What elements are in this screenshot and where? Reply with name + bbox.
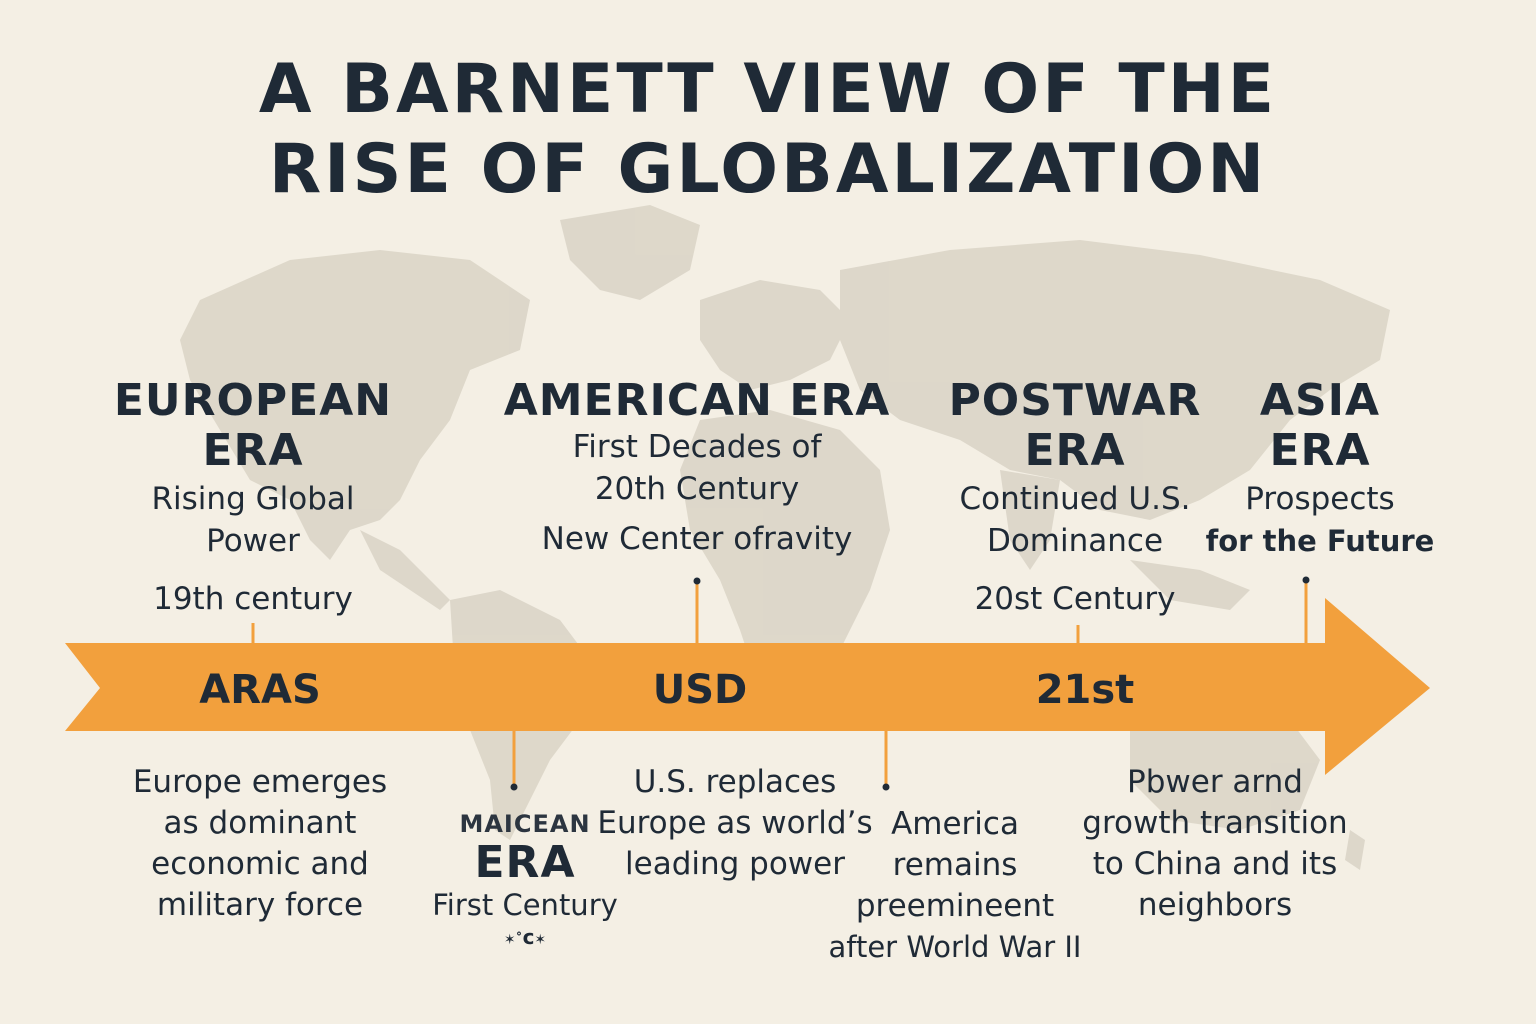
- desc-us-replaces: U.S. replaces Europe as world’s leading …: [585, 762, 885, 885]
- era-american: AMERICAN ERA First Decades of 20th Centu…: [487, 376, 907, 560]
- india-shape: [1000, 470, 1060, 570]
- era-asia-name-2: ERA: [1269, 425, 1371, 476]
- desc-europe-line-4: military force: [156, 887, 364, 923]
- desc-power-line-3: to China and its: [1092, 846, 1338, 882]
- arrow-label-3: 21st: [1035, 667, 1135, 713]
- desc-america-remains: America remains preemineent after World …: [815, 804, 1095, 968]
- desc-america-line-3: preemineent: [855, 888, 1055, 924]
- arrow-label-2: USD: [652, 667, 748, 713]
- desc-power-line-1: Pbwer arnd: [1127, 764, 1303, 800]
- era-postwar-sub-2: Dominance: [986, 523, 1164, 559]
- desc-europe-line-3: economic and: [151, 846, 369, 882]
- desc-maicean-era: MAICEAN ERA First Century ✶˚c✶: [420, 810, 630, 955]
- era-european-name-1: EUROPEAN: [113, 375, 393, 426]
- title-line-2: RISE OF GLOBALIZATION: [268, 130, 1268, 209]
- era-european-period: 19th century: [153, 581, 353, 617]
- era-european-sub-2: Power: [206, 523, 300, 559]
- europe-shape: [700, 280, 850, 390]
- era-american-name: AMERICAN ERA: [503, 375, 891, 426]
- era-american-sub-1: First Decades of: [572, 429, 822, 465]
- greenland-shape: [560, 205, 700, 300]
- connector-american-dot: [693, 577, 701, 585]
- southeast-asia-shape: [1130, 560, 1250, 610]
- era-asia: ASIA ERA Prospects for the Future: [1200, 376, 1440, 562]
- desc-america-line-2: remains: [892, 847, 1018, 883]
- era-postwar-sub-1: Continued U.S.: [959, 481, 1191, 517]
- era-postwar-name-1: POSTWAR: [948, 375, 1202, 426]
- era-european-sub-1: Rising Global: [151, 481, 355, 517]
- era-european: EUROPEAN ERA Rising Global Power 19th ce…: [93, 376, 413, 620]
- sparkle-icon: ✶˚: [503, 932, 523, 948]
- era-european-name-2: ERA: [202, 425, 304, 476]
- desc-us-line-2: Europe as world’s: [597, 805, 873, 841]
- connector-asia-dot: [1302, 576, 1310, 584]
- asia-shape: [840, 240, 1390, 520]
- timeline-arrow: [65, 598, 1430, 775]
- arrow-label-1: ARAS: [199, 667, 321, 713]
- desc-europe: Europe emerges as dominant economic and …: [110, 762, 410, 926]
- desc-us-line-1: U.S. replaces: [633, 764, 837, 800]
- sparkle-icon-2: ✶: [534, 932, 547, 948]
- era-american-sub-2: 20th Century: [594, 471, 800, 507]
- desc-europe-line-1: Europe emerges: [132, 764, 388, 800]
- desc-america-line-4: after World War II: [828, 930, 1082, 964]
- page-title: A BARNETT VIEW OF THE RISE OF GLOBALIZAT…: [0, 50, 1536, 210]
- africa-shape: [680, 410, 890, 720]
- central-america-shape: [360, 530, 450, 610]
- era-postwar-period: 20st Century: [974, 581, 1176, 617]
- era-asia-sub-1: Prospects: [1245, 481, 1395, 517]
- desc-america-line-1: America: [891, 806, 1019, 842]
- maicean-era-sub: First Century: [432, 888, 618, 922]
- title-line-1: A BARNETT VIEW OF THE: [258, 50, 1278, 129]
- new-zealand-shape: [1345, 830, 1365, 870]
- maicean-era-mark: ✶˚c✶: [420, 922, 630, 955]
- australia-shape: [1130, 710, 1320, 830]
- desc-us-line-3: leading power: [625, 846, 845, 882]
- desc-power-growth: Pbwer arnd growth transition to China an…: [1070, 762, 1360, 926]
- connector-bottom-2-dot: [882, 783, 890, 791]
- north-america-shape: [180, 250, 530, 560]
- maicean-era-name: ERA: [474, 837, 576, 888]
- desc-europe-line-2: as dominant: [163, 805, 357, 841]
- maicean-label: MAICEAN: [459, 810, 591, 838]
- era-american-sub-3: New Center ofravity: [541, 521, 853, 557]
- era-postwar: POSTWAR ERA Continued U.S. Dominance 20s…: [930, 376, 1220, 620]
- connector-bottom-1-dot: [510, 783, 518, 791]
- maicean-mark-text: c: [522, 925, 535, 949]
- era-asia-sub-2: for the Future: [1205, 524, 1435, 558]
- desc-power-line-4: neighbors: [1137, 887, 1293, 923]
- era-asia-name-1: ASIA: [1259, 375, 1381, 426]
- era-postwar-name-2: ERA: [1024, 425, 1126, 476]
- desc-power-line-2: growth transition: [1082, 805, 1348, 841]
